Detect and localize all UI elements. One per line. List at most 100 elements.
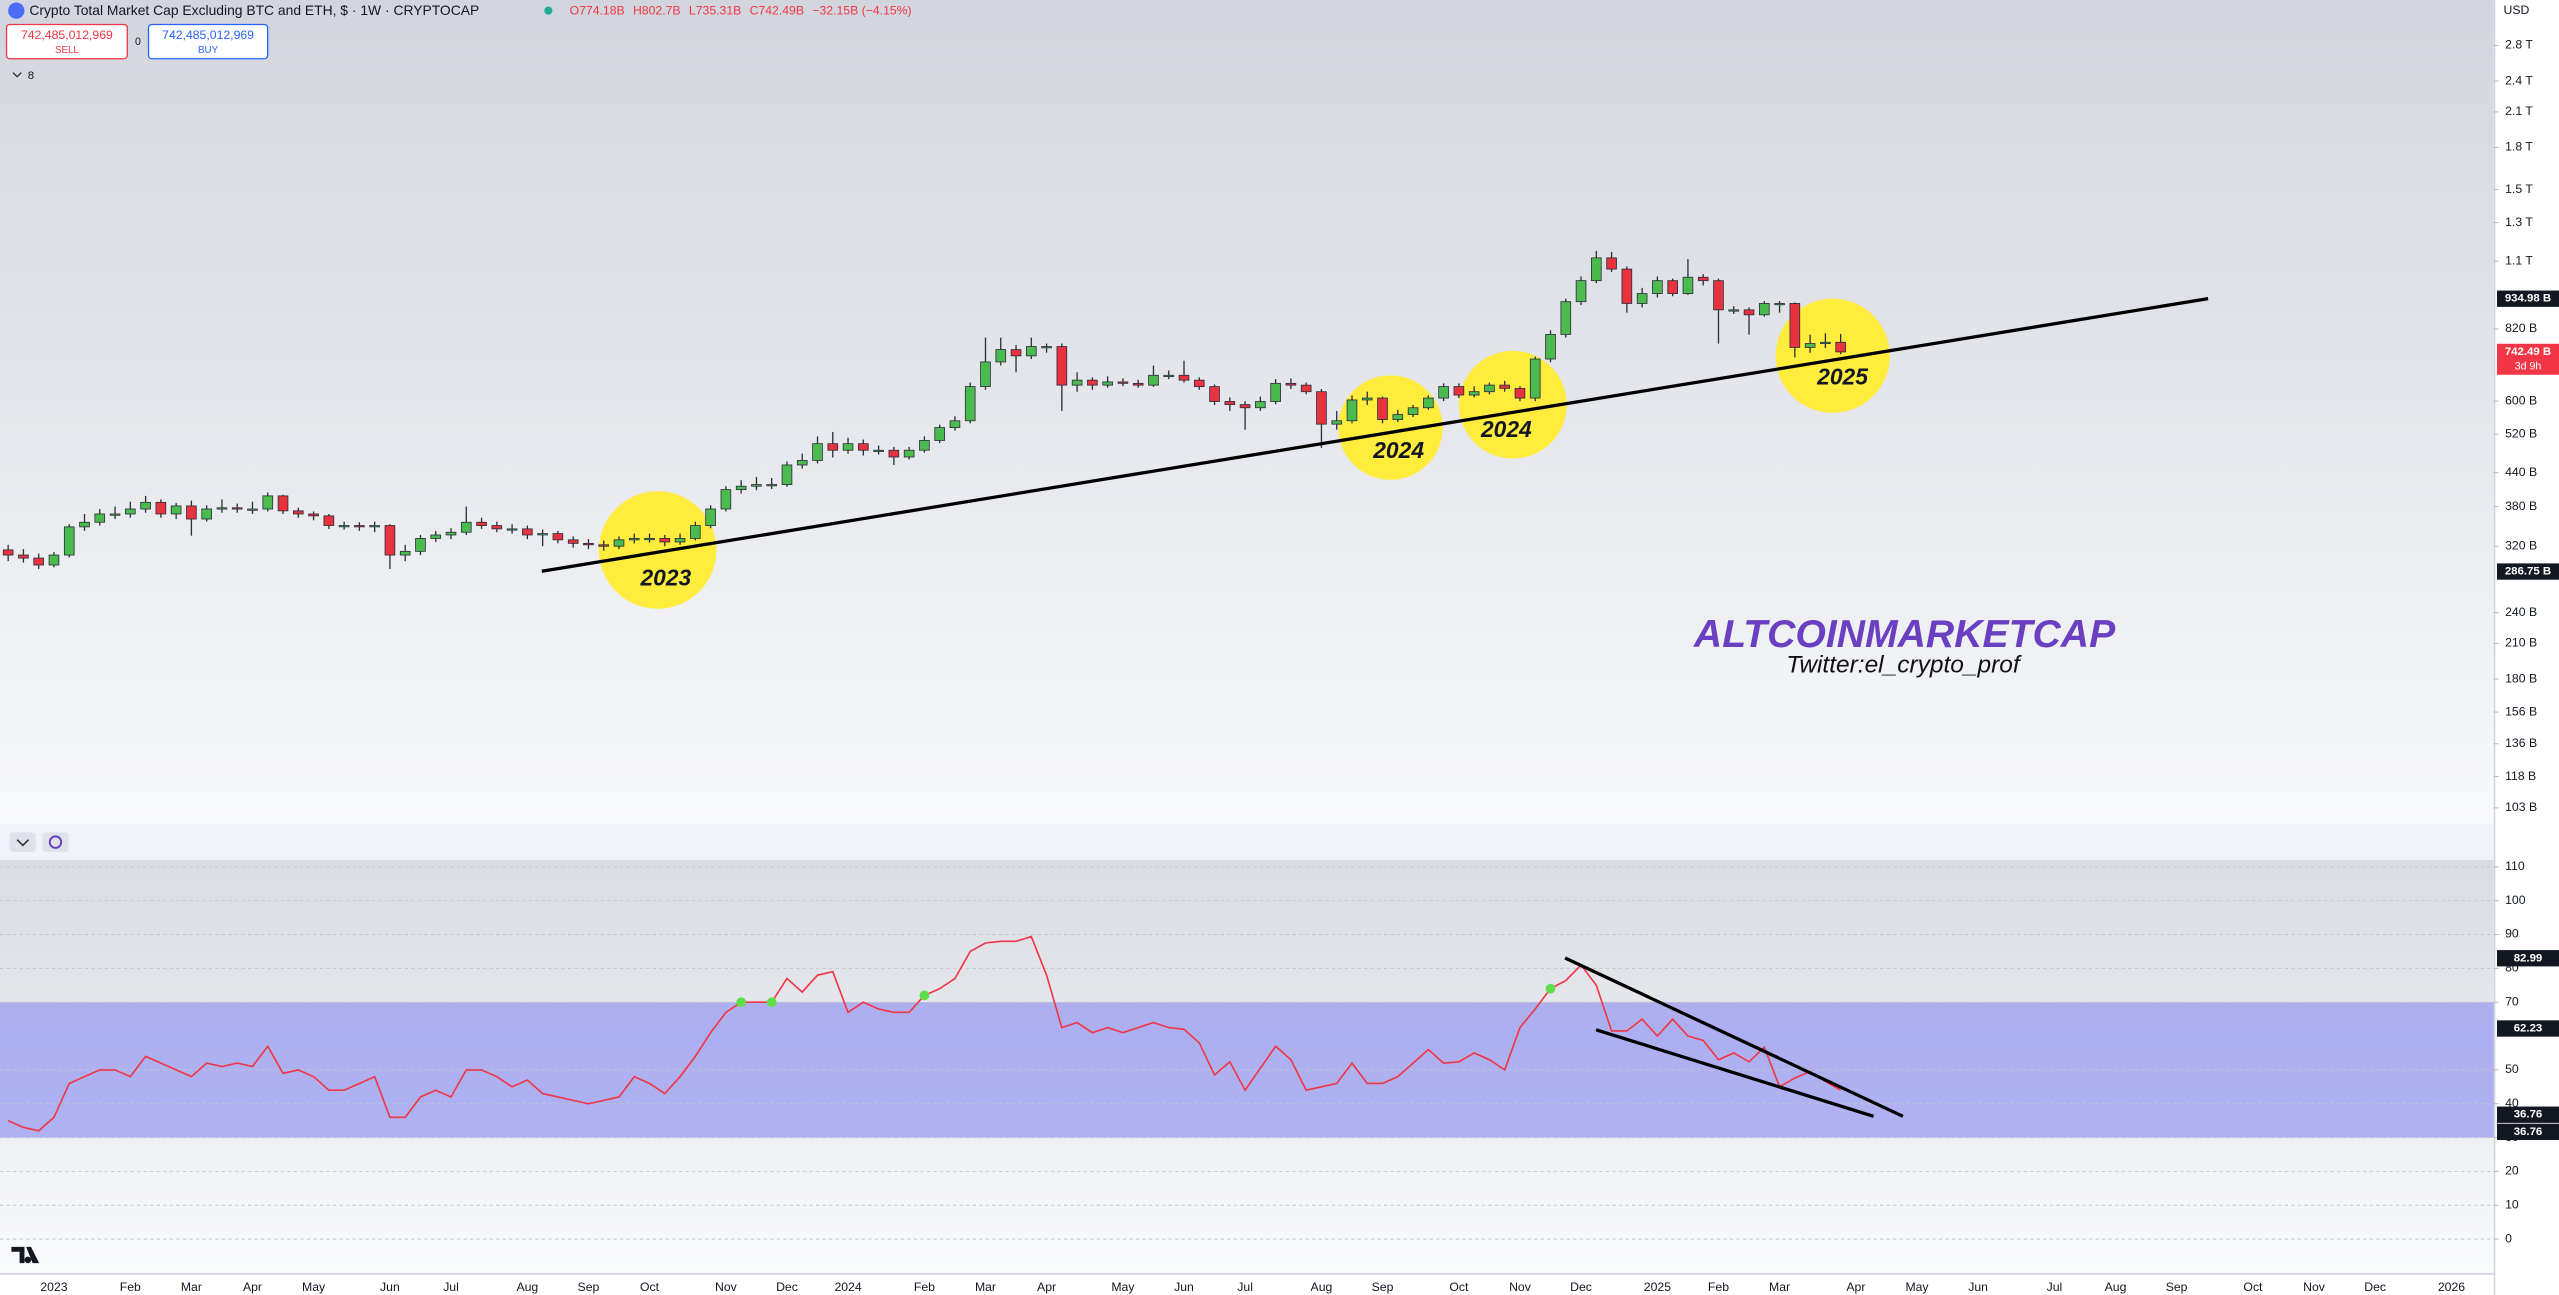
candle-body: [1453, 386, 1465, 396]
candle-body: [2, 549, 14, 556]
candle-body: [460, 521, 472, 533]
candle-body: [140, 501, 151, 510]
currency[interactable]: USD: [2504, 3, 2530, 17]
candle-body: [384, 525, 396, 556]
candle-body: [1087, 379, 1098, 386]
axis-marker-label: 742.49 B: [2505, 346, 2551, 358]
candle-body: [1652, 280, 1663, 294]
candle-body: [430, 534, 442, 539]
x-tick-label: Oct: [1449, 1280, 1469, 1294]
sell-button[interactable]: [5, 23, 128, 60]
axis-marker-label: 82.99: [2514, 952, 2543, 964]
x-tick-label: Nov: [715, 1280, 738, 1294]
candle-body: [1163, 374, 1175, 378]
pane-toolbar: [0, 824, 2494, 861]
candle-body: [827, 443, 839, 451]
candle-body: [1300, 384, 1312, 393]
candle-body: [537, 533, 548, 536]
x-tick-label: Jul: [1237, 1280, 1253, 1294]
candle-body: [552, 533, 564, 541]
candle-body: [659, 538, 671, 543]
x-tick-label: Dec: [2364, 1280, 2386, 1294]
candle-body: [903, 449, 915, 458]
indicator-count: 8: [28, 70, 34, 82]
highlight-circle: [1338, 375, 1443, 480]
candle-body: [1117, 381, 1129, 384]
axis-marker-label: 62.23: [2514, 1023, 2543, 1035]
candle-body: [1804, 343, 1816, 348]
x-tick-label: Feb: [914, 1280, 935, 1294]
candle-body: [94, 513, 106, 523]
annotation-label: 2024: [1372, 437, 1424, 463]
y-tick-label: 210 B: [2505, 636, 2537, 650]
signal-point: [766, 997, 777, 1008]
buy-button[interactable]: [147, 23, 269, 60]
tradingview-logo[interactable]: [11, 1246, 40, 1264]
indicator-button[interactable]: [42, 832, 69, 852]
highlight-circle: [1775, 298, 1890, 413]
x-tick-label: Mar: [975, 1280, 996, 1294]
candle-body: [1392, 414, 1404, 420]
sell-label: SELL: [55, 45, 79, 56]
y-tick-label: 20: [2505, 1164, 2519, 1178]
candle-body: [1468, 391, 1480, 396]
y-tick-label: 90: [2505, 927, 2519, 941]
candle-body: [247, 508, 258, 511]
candle-body: [628, 538, 640, 541]
candle-body: [1697, 276, 1709, 282]
indicator-toggle[interactable]: [12, 72, 22, 78]
candle-body: [216, 507, 228, 510]
candle-body: [720, 489, 732, 510]
candle-body: [48, 554, 60, 566]
x-tick-label: Jul: [2047, 1280, 2063, 1294]
buy-label: BUY: [198, 45, 219, 56]
watermark-subtitle: Twitter:el_crypto_prof: [1786, 651, 2022, 678]
candle-body: [1056, 346, 1068, 386]
candle-body: [705, 508, 716, 526]
candle-body: [1010, 349, 1022, 357]
axis-marker: [2496, 290, 2559, 307]
candle-body: [1789, 303, 1801, 348]
axis-marker: [2496, 1106, 2559, 1123]
candle-body: [1423, 397, 1434, 409]
x-tick-label: 2025: [1644, 1280, 1671, 1294]
axis-marker-label: 36.76: [2514, 1126, 2543, 1138]
candle-body: [766, 484, 778, 487]
y-tick-label: 380 B: [2505, 499, 2537, 513]
ohlc: O774.18B H802.7B L735.31B C742.49B −32.1…: [570, 4, 912, 18]
collapse-button[interactable]: [9, 832, 36, 852]
x-tick-label: 2026: [2438, 1280, 2465, 1294]
candle-body: [812, 443, 823, 461]
candle-body: [919, 440, 930, 451]
ohlc-low: L735.31B: [689, 4, 741, 18]
candle-body: [1285, 382, 1297, 386]
annotation-label: 2024: [1480, 416, 1532, 442]
candle-body: [1132, 382, 1144, 386]
x-tick-label: Jun: [1174, 1280, 1194, 1294]
y-tick-label: 0: [2505, 1231, 2512, 1245]
candle-body: [1025, 346, 1037, 357]
candle-body: [949, 420, 961, 428]
y-tick-label: 70: [2505, 994, 2519, 1008]
candle-body: [1239, 404, 1251, 409]
candle-body: [293, 510, 304, 515]
y-tick-label: 1.8 T: [2505, 140, 2533, 154]
candle-body: [1224, 401, 1236, 406]
y-tick-label: 100: [2505, 893, 2526, 907]
y-tick-label: 320 B: [2505, 538, 2537, 552]
x-tick-label: Dec: [1570, 1280, 1592, 1294]
candle-body: [1377, 397, 1388, 420]
candle-body: [995, 349, 1007, 363]
candle-body: [1606, 257, 1617, 270]
candle-body: [858, 443, 869, 451]
candle-body: [1743, 309, 1755, 316]
candle-body: [415, 538, 426, 552]
symbol-title[interactable]: Crypto Total Market Cap Excluding BTC an…: [29, 2, 479, 18]
candle-body: [18, 554, 29, 559]
candle-body: [1575, 280, 1587, 303]
y-tick-label: 136 B: [2505, 736, 2537, 750]
candle-body: [1102, 381, 1113, 386]
x-tick-label: Oct: [640, 1280, 660, 1294]
axis-marker: [2496, 1123, 2559, 1141]
